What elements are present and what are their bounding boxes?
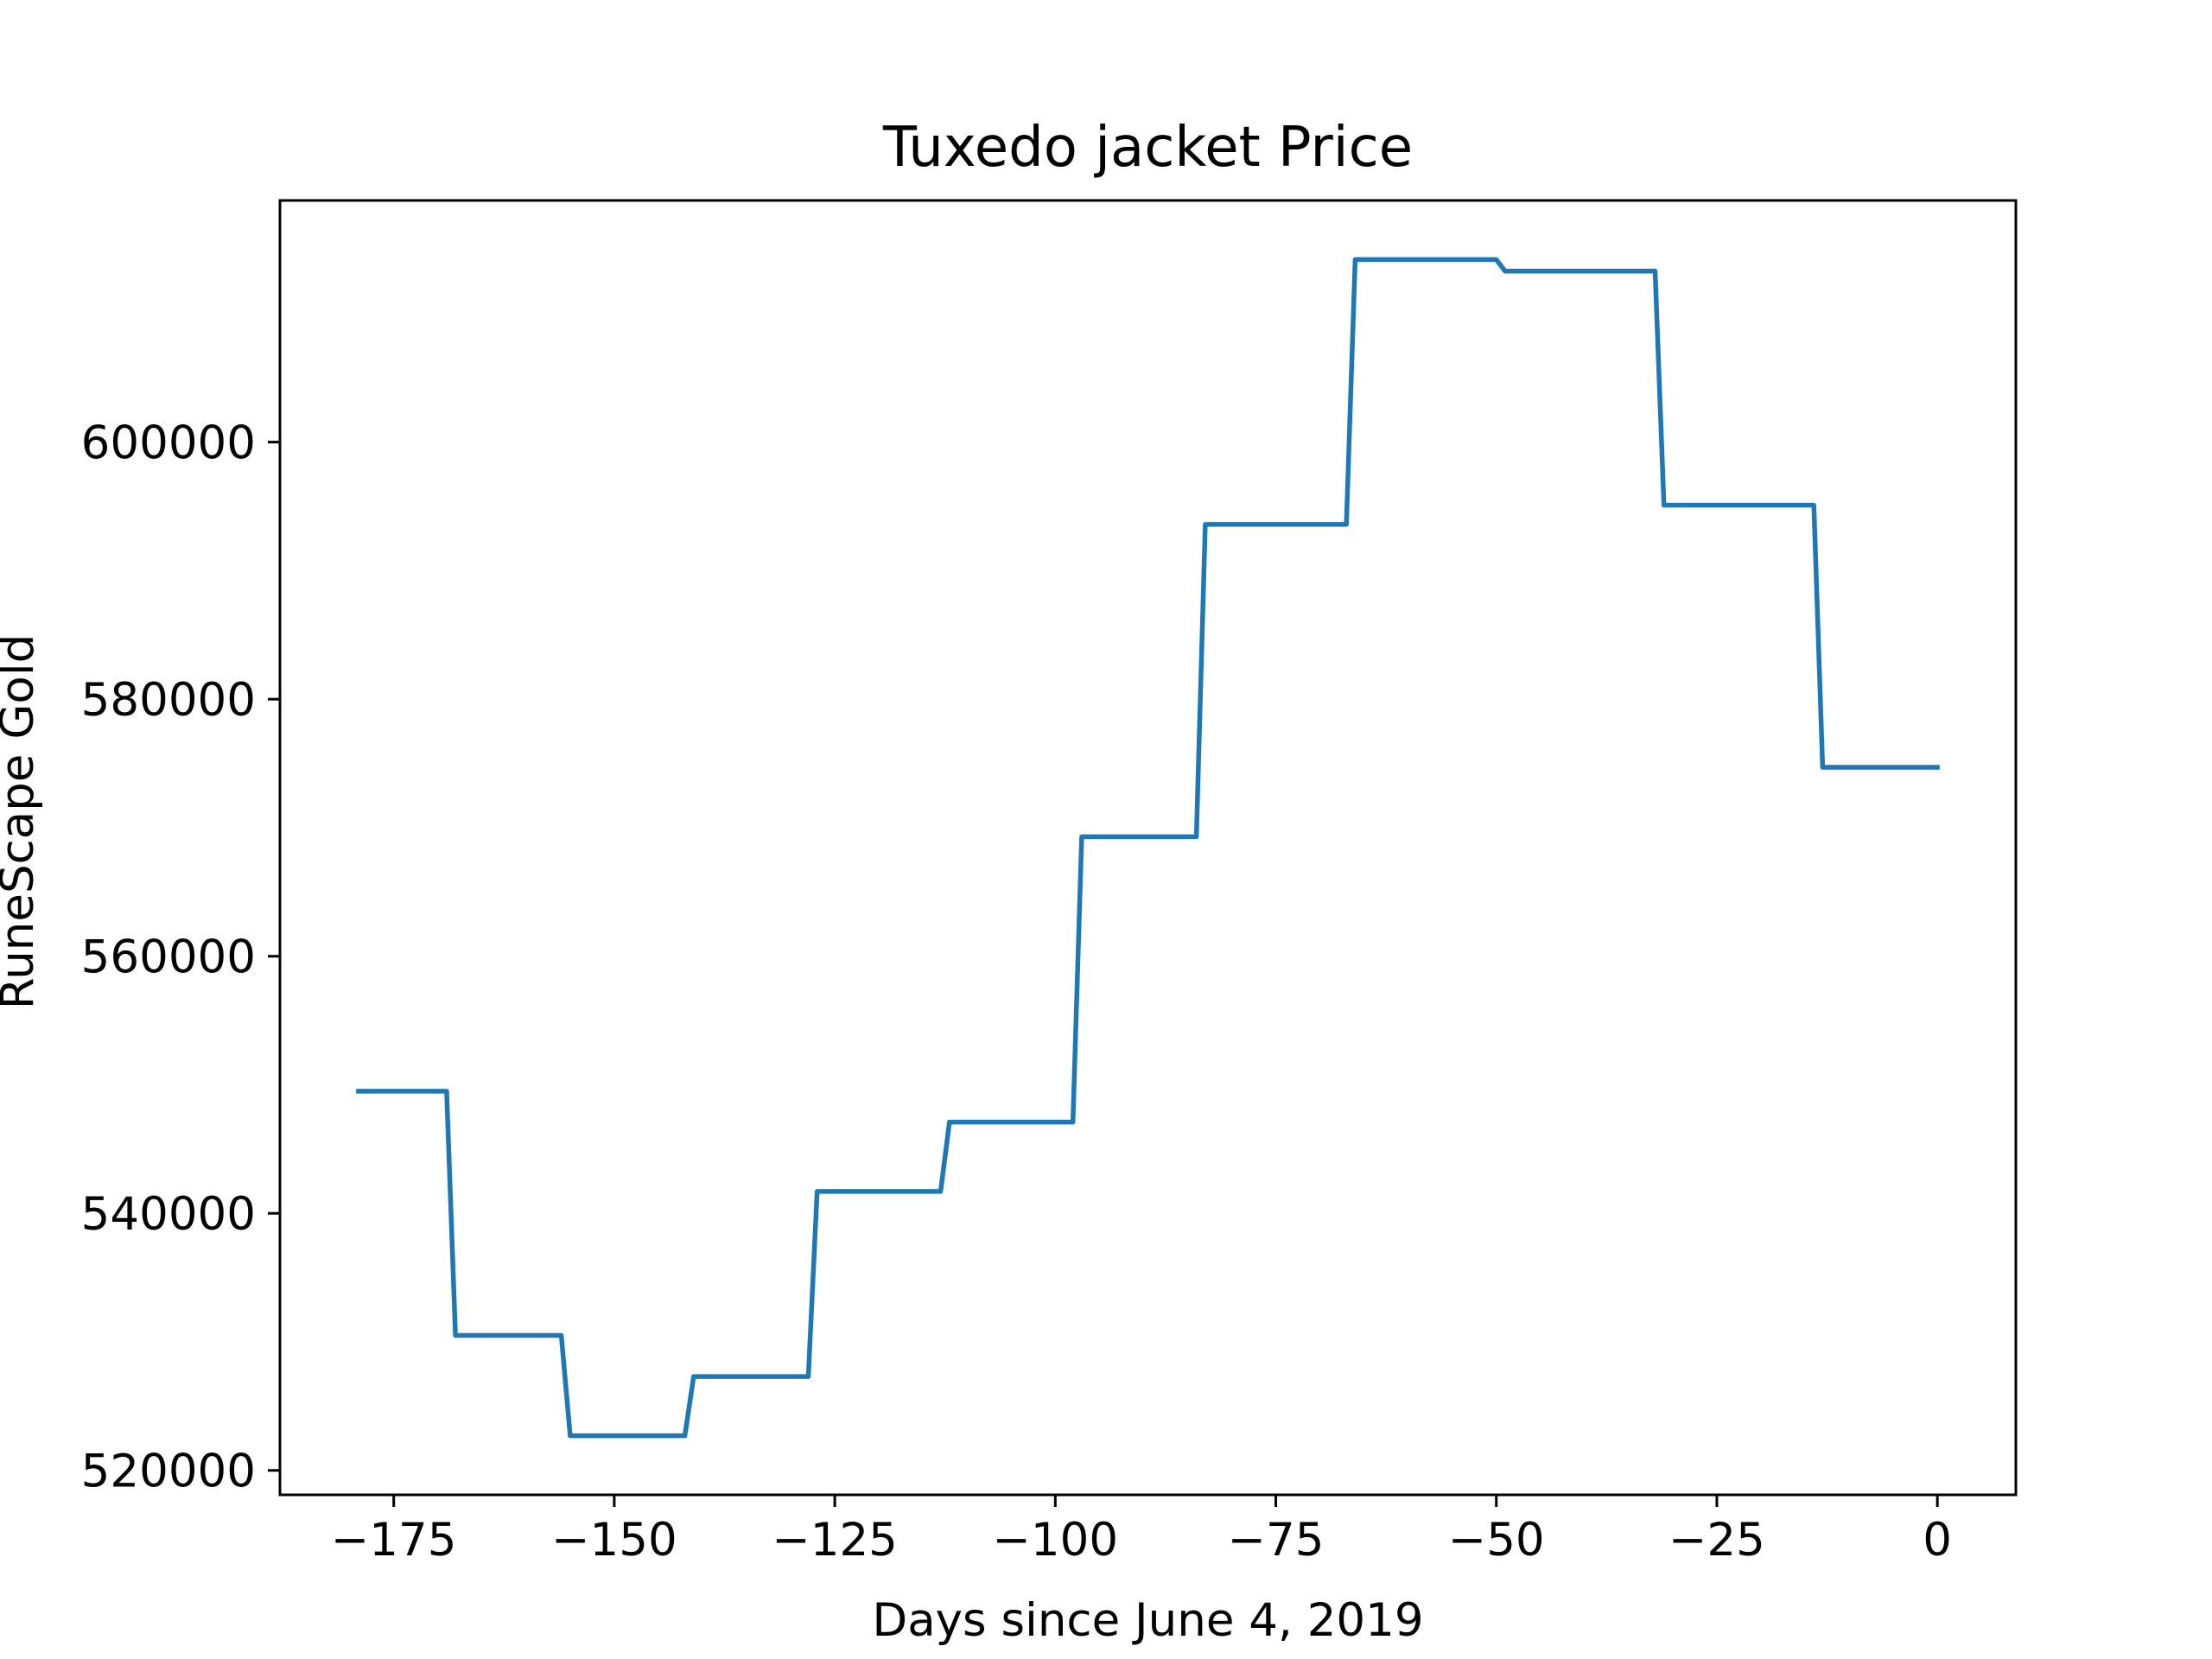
plot-area [356, 257, 1940, 1439]
y-tick-label: 560000 [81, 931, 256, 984]
y-axis: 520000 540000 560000 580000 600000 [81, 417, 280, 1498]
x-tick-label: −125 [772, 1514, 898, 1567]
x-tick-label: −175 [331, 1514, 457, 1567]
x-tick-label: −25 [1669, 1514, 1765, 1567]
x-tick-label: −50 [1448, 1514, 1545, 1567]
x-tick-label: −150 [551, 1514, 677, 1567]
chart-title: Tuxedo jacket Price [882, 116, 1413, 180]
axes-frame [278, 199, 2018, 1497]
y-tick-label: 580000 [81, 674, 256, 727]
y-tick-label: 540000 [81, 1188, 256, 1241]
x-axis-label: Days since June 4, 2019 [872, 1594, 1423, 1647]
y-axis-label: RuneScape Gold [0, 634, 44, 1009]
x-tick-label: −75 [1228, 1514, 1325, 1567]
x-tick-label: 0 [1923, 1514, 1952, 1567]
x-tick-label: −100 [993, 1514, 1119, 1567]
series-line-0 [356, 257, 1940, 1439]
x-axis: −175 −150 −125 −100 −75 −50 −25 0 [331, 1495, 1952, 1567]
y-tick-label: 520000 [81, 1446, 256, 1498]
y-tick-label: 600000 [81, 417, 256, 470]
